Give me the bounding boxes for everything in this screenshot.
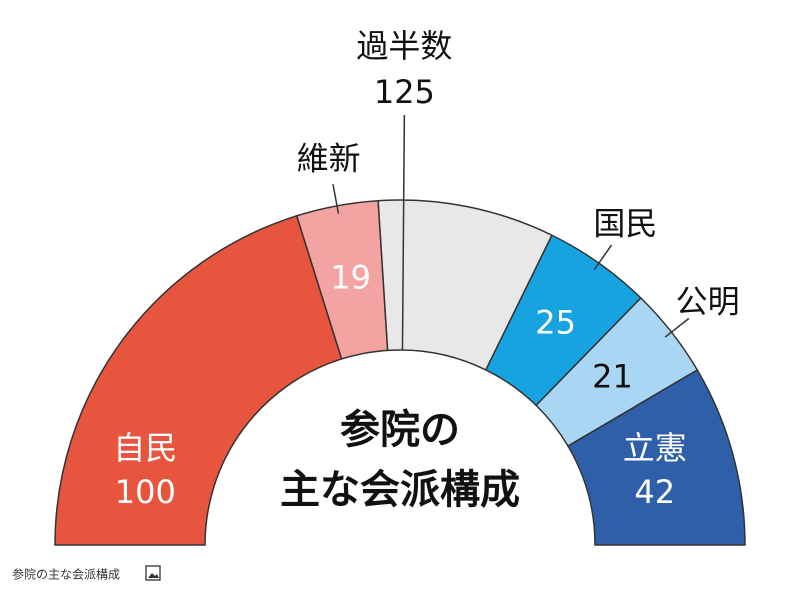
- value-label: 42: [634, 473, 675, 511]
- value-label: 100: [115, 473, 176, 511]
- chart-title: 参院の: [340, 407, 460, 453]
- majority-name: 過半数: [356, 27, 452, 65]
- segment-name: 自民: [113, 429, 177, 467]
- segment: [567, 368, 746, 546]
- majority-line: [401, 114, 406, 351]
- caption: 参院の主な会派構成: [12, 567, 120, 582]
- segment: [54, 214, 343, 546]
- value-label: 21: [592, 357, 633, 395]
- value-label: 25: [535, 303, 576, 341]
- majority-value: 125: [374, 73, 435, 111]
- leader-line: [332, 184, 340, 214]
- segment-name: 国民: [593, 205, 657, 243]
- leader-line: [664, 317, 690, 338]
- image-icon: [145, 565, 161, 581]
- leader-line: [593, 244, 613, 271]
- segment-name: 公明: [676, 283, 740, 321]
- segment-name: 維新: [297, 140, 361, 178]
- chart-title: 主な会派構成: [280, 467, 520, 513]
- value-label: 19: [330, 259, 371, 297]
- segment-name: 立憲: [623, 429, 687, 467]
